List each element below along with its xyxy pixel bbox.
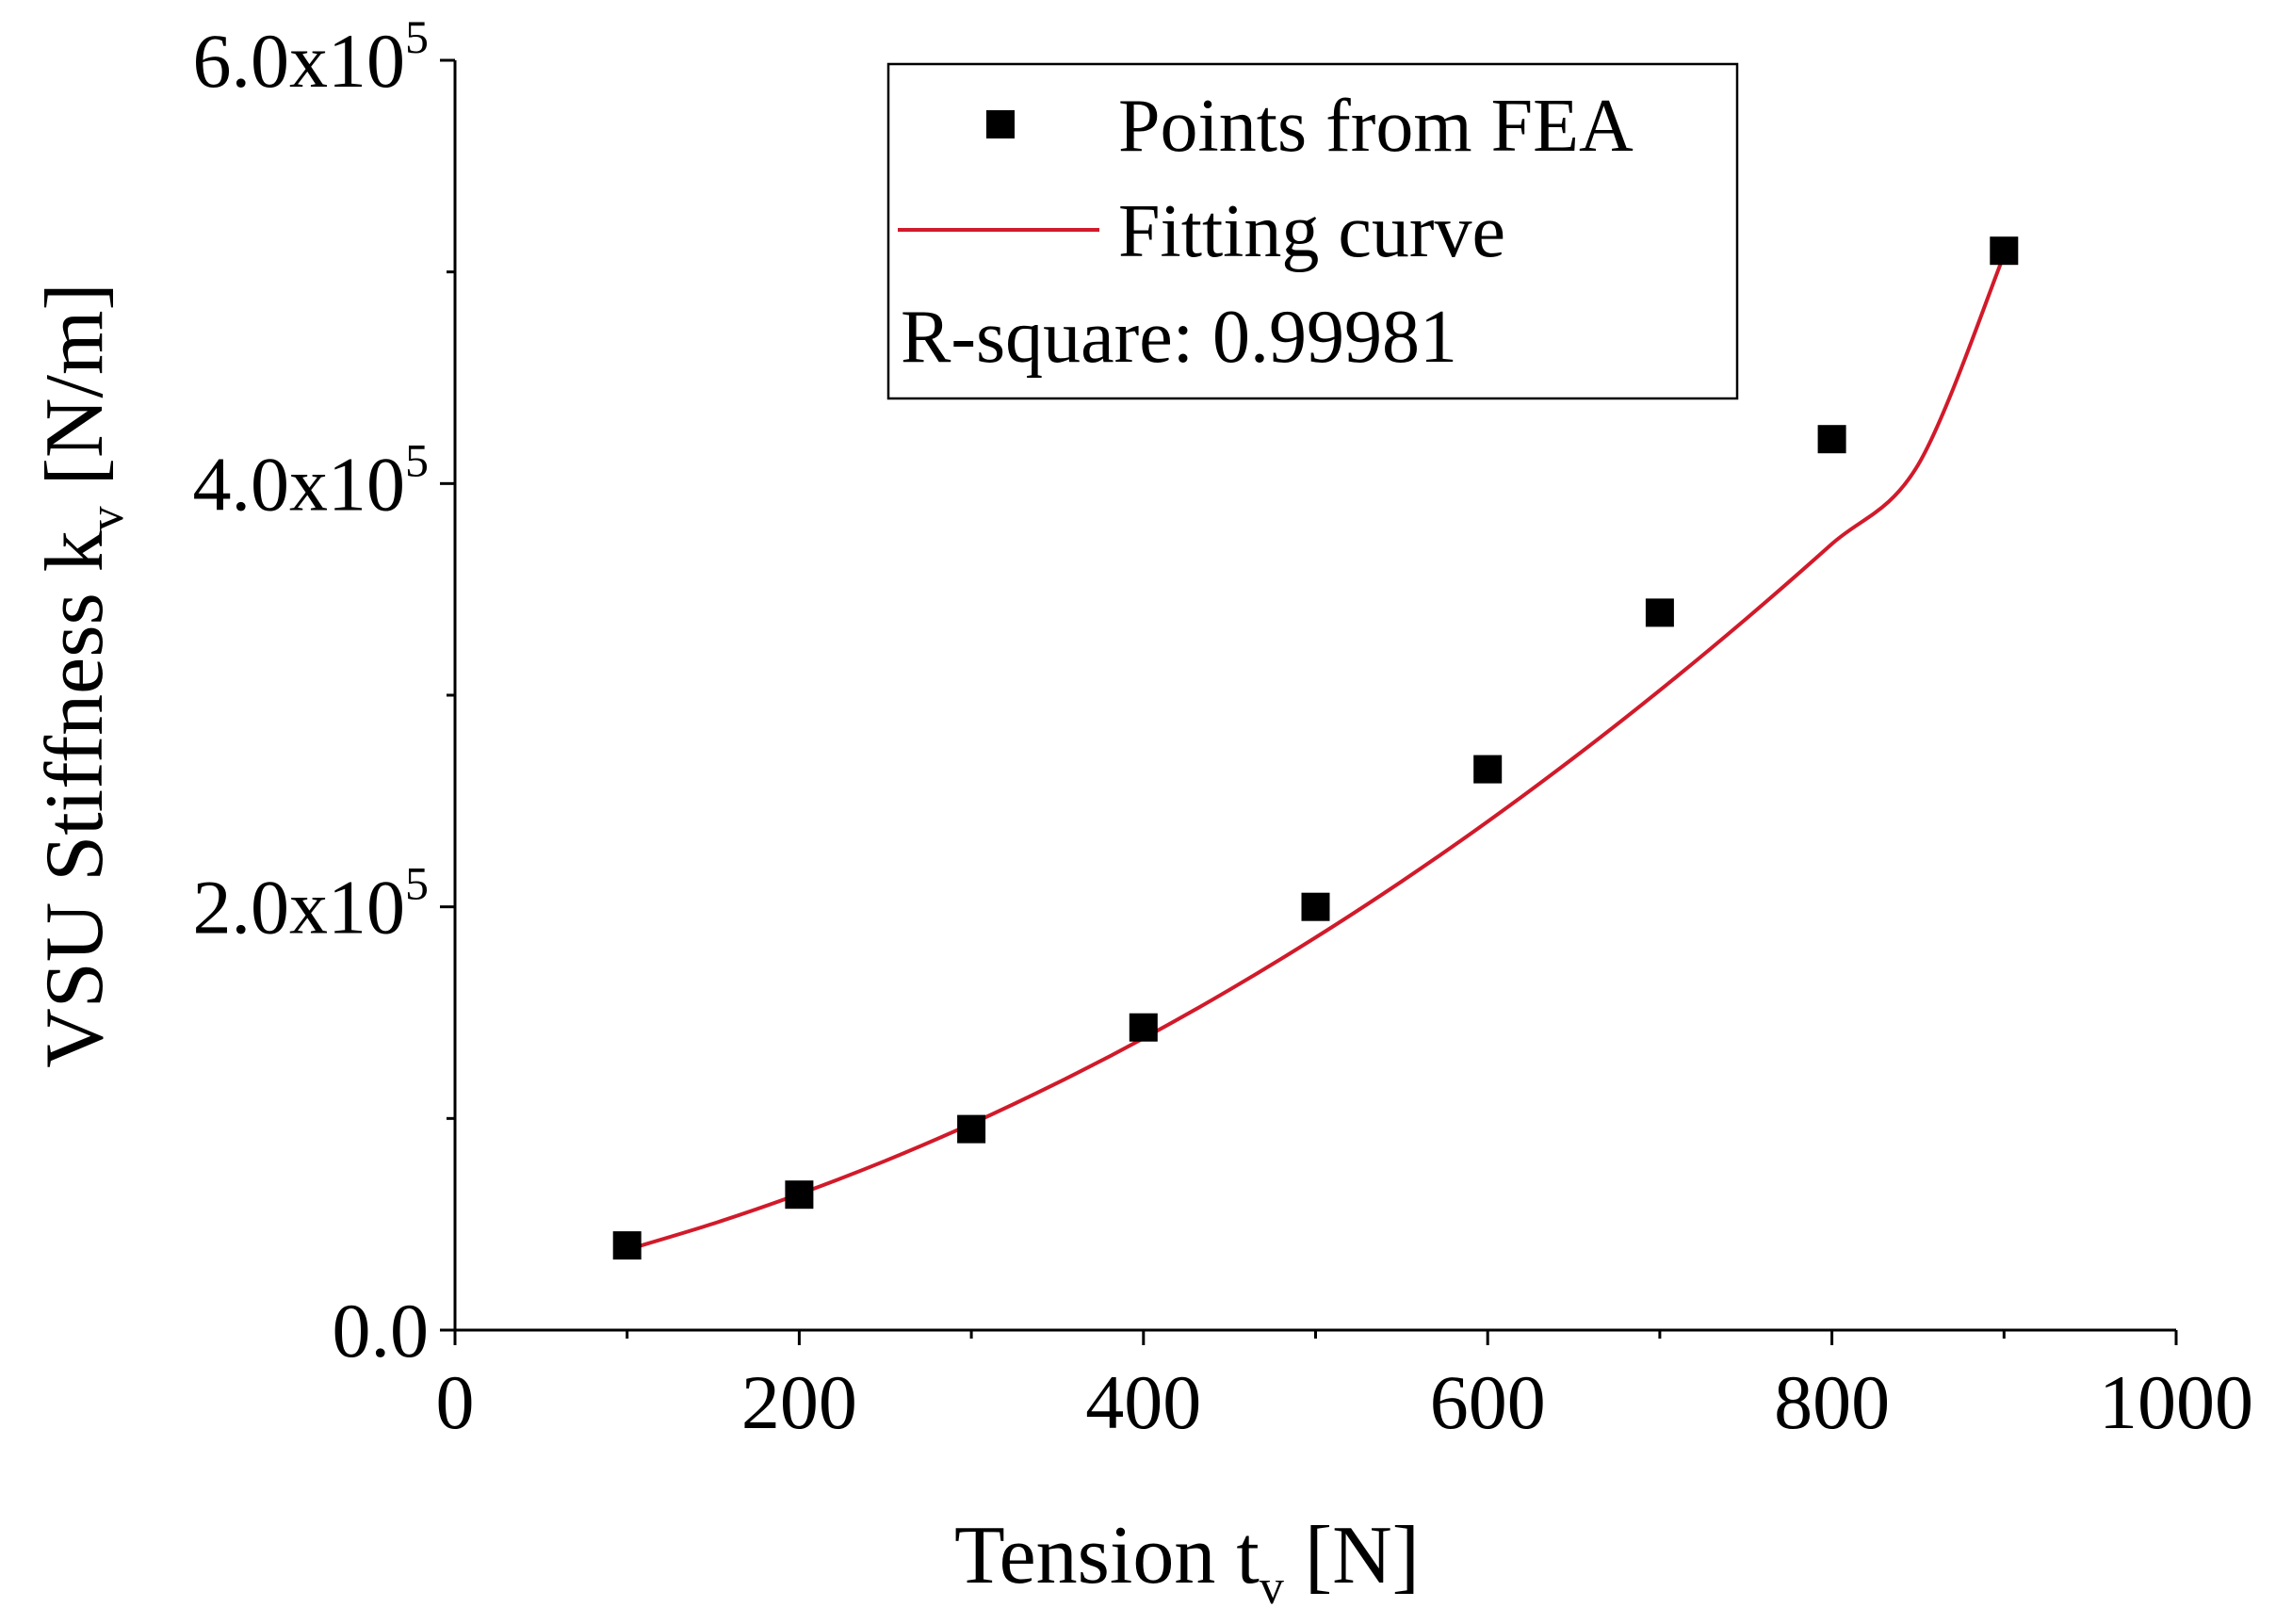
data-point-fea [1301,892,1330,921]
x-tick-label: 400 [1085,1359,1201,1445]
data-point-fea [957,1114,986,1144]
legend-label-fit: Fitting curve [1118,190,1505,273]
y-axis-title-main: VSU Stiffness k [29,530,121,1067]
y-axis-title-subscript: v [80,506,134,530]
data-point-fea [1817,425,1846,454]
x-tick-label: 600 [1430,1359,1546,1445]
data-point-fea [612,1231,642,1260]
x-axis-title: Tension tv [N] [954,1510,1420,1615]
y-tick-label-base: 4.0x10 [193,441,406,527]
legend: Points from FEA Fitting curve R-square: … [886,62,1739,400]
x-tick-label: 1000 [2099,1359,2253,1445]
y-axis-title-unit: [N/m] [29,283,121,485]
x-axis-title-main: Tension t [954,1510,1260,1601]
y-tick-label: 4.0x105 [193,433,430,527]
r-square-annotation: R-square: 0.99981 [901,296,1457,379]
y-tick-label-base: 0.0 [333,1288,430,1373]
y-tick-label-exponent: 5 [405,433,429,486]
y-tick-label-exponent: 5 [405,10,429,63]
y-tick-label: 0.0 [333,1288,430,1373]
data-point-fea [1990,236,2019,266]
data-point-fea [1645,598,1674,627]
x-tick-label: 200 [741,1359,857,1445]
fitting-curve-line [626,253,2007,1252]
y-tick-label: 6.0x105 [193,10,430,104]
data-point-fea [1473,755,1503,784]
data-point-fea [785,1180,814,1210]
axes: 0 200 400 600 800 10000.02.0x1054.0x1056.0x10… [193,10,2254,1445]
y-axis-title: VSU Stiffness kv [N/m] [29,283,134,1068]
x-tick-label: 800 [1774,1359,1890,1445]
y-tick-label-base: 2.0x10 [193,865,406,950]
y-tick-label-exponent: 5 [405,857,429,910]
data-point-fea [1129,1013,1158,1042]
series-layer [612,236,2019,1260]
y-tick-label: 2.0x105 [193,857,430,950]
legend-marker-square [986,110,1015,138]
legend-label-points: Points from FEA [1118,85,1634,168]
y-tick-label-base: 6.0x10 [193,18,406,104]
x-axis-title-subscript: v [1260,1561,1284,1615]
x-axis-title-unit: [N] [1305,1510,1420,1601]
x-tick-label: 0 [436,1359,475,1445]
